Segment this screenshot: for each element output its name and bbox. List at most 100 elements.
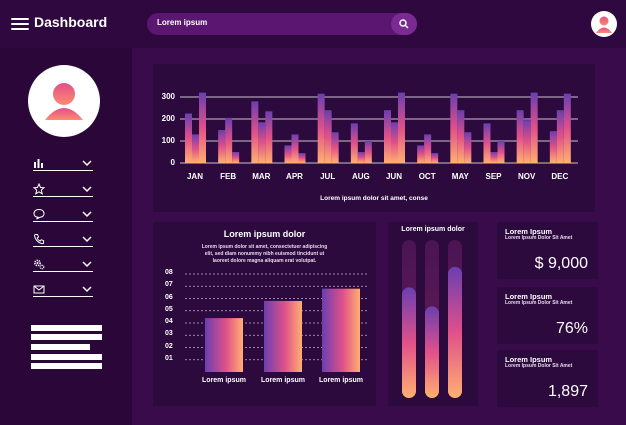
chart-subtitle: Lorem ipsum dolor sit amet, consectetuer… (201, 244, 328, 264)
bar (265, 111, 273, 163)
app-title: Dashboard (34, 14, 108, 30)
bar (549, 131, 557, 163)
text-placeholder-line (31, 334, 102, 340)
search-button[interactable] (391, 13, 417, 35)
phone-icon (34, 234, 45, 245)
nav-item-messages[interactable] (33, 208, 93, 222)
x-tick-label: APR (286, 172, 303, 181)
text-placeholder-line (31, 325, 102, 331)
y-tick-label: 07 (165, 281, 173, 289)
x-tick-label: Lorem ipsum (319, 377, 363, 384)
stat-subtitle: Lorem Ipsum Dolor Sit Amet (505, 300, 573, 306)
gears-icon (34, 259, 45, 270)
stat-subtitle: Lorem Ipsum Dolor Sit Amet (505, 235, 573, 241)
stat-title: Lorem Ipsum (505, 355, 553, 364)
bar (391, 122, 398, 163)
nav-item-mail[interactable] (33, 283, 93, 297)
bar (185, 113, 192, 163)
y-tick-label: 05 (165, 305, 173, 313)
bar (324, 110, 332, 163)
bar (417, 145, 425, 163)
y-tick-label: 08 (165, 269, 173, 276)
stat-title: Lorem Ipsum (505, 292, 553, 301)
x-tick-label: NOV (517, 172, 536, 181)
search-bar[interactable]: Lorem ipsum (147, 13, 417, 35)
user-avatar-button[interactable] (591, 11, 617, 37)
bar (483, 123, 491, 163)
bar (258, 122, 266, 163)
y-tick-label: 04 (165, 318, 173, 325)
search-input[interactable]: Lorem ipsum (157, 18, 208, 27)
text-placeholder-line (31, 354, 102, 360)
bar (322, 288, 360, 372)
chart-caption: Lorem ipsum dolor sit amet, conse (320, 195, 428, 202)
mail-icon (33, 285, 45, 294)
bar (523, 120, 531, 163)
y-tick-label: 300 (161, 92, 175, 101)
chevron-down-icon (82, 236, 92, 243)
bar (424, 134, 432, 163)
bar (497, 141, 505, 163)
gauge-fill (402, 287, 416, 398)
y-tick-label: 06 (165, 293, 173, 301)
y-tick-label: 200 (161, 114, 175, 123)
x-tick-label: FEB (220, 172, 237, 181)
bar (264, 300, 302, 372)
bar (291, 134, 299, 163)
bar (251, 101, 259, 163)
text-placeholder-line (31, 344, 90, 350)
y-tick-label: 01 (165, 354, 173, 362)
x-tick-label: JUL (320, 172, 336, 181)
monthly-bar-chart (180, 92, 578, 164)
bar (205, 318, 243, 372)
y-tick-label: 02 (165, 342, 173, 350)
x-tick-label: Lorem ipsum (202, 377, 246, 384)
text-placeholder-line (31, 363, 102, 369)
stat-card: Lorem Ipsum Lorem Ipsum Dolor Sit Amet 7… (497, 287, 598, 344)
user-avatar-icon (596, 16, 612, 33)
bar (199, 92, 206, 163)
y-tick-label: 03 (165, 330, 173, 338)
top-bar: Dashboard Lorem ipsum (0, 0, 626, 48)
nav-item-favorites[interactable] (33, 183, 93, 197)
bar (464, 132, 472, 163)
bar (284, 145, 292, 163)
stat-value: 1,897 (547, 383, 588, 400)
stat-card: Lorem Ipsum Lorem Ipsum Dolor Sit Amet 1… (497, 350, 598, 407)
chevron-down-icon (82, 261, 92, 268)
search-icon (399, 19, 409, 29)
bar (516, 110, 524, 163)
bar (298, 153, 306, 163)
bar (530, 92, 538, 163)
bar (225, 117, 233, 163)
summary-bar-chart (185, 273, 368, 372)
chevron-down-icon (82, 286, 92, 293)
y-tick-label: 100 (161, 136, 175, 145)
x-tick-label: OCT (418, 172, 436, 181)
bar (556, 110, 564, 163)
bar (431, 153, 439, 163)
bar (563, 93, 571, 163)
bar (457, 110, 465, 163)
x-tick-label: DEC (551, 172, 569, 181)
nav-item-charts[interactable] (33, 157, 93, 171)
stat-card: Lorem Ipsum Lorem Ipsum Dolor Sit Amet $… (497, 222, 598, 279)
menu-icon[interactable] (11, 18, 29, 30)
x-tick-label: SEP (485, 172, 502, 181)
gauge-fill (448, 266, 462, 398)
bar (317, 93, 325, 163)
stat-value: $ 9,000 (534, 255, 588, 272)
monthly-bar-chart-panel: 300 200 100 0 JAN FEB MAR APR JUL AUG JUN OCT MAY SE… (153, 64, 595, 212)
user-avatar-icon (45, 83, 83, 120)
bar-chart-icon (34, 159, 43, 168)
x-tick-label: AUG (351, 172, 370, 181)
profile-avatar[interactable] (28, 65, 100, 137)
bar (357, 152, 365, 163)
gauge-title: Lorem ipsum dolor (401, 226, 465, 233)
chevron-down-icon (82, 186, 92, 193)
x-tick-label: Lorem ipsum (261, 377, 305, 384)
x-tick-label: MAY (451, 172, 469, 181)
nav-item-calls[interactable] (33, 233, 93, 247)
y-tick-label: 0 (170, 158, 175, 167)
nav-item-settings[interactable] (33, 258, 93, 272)
